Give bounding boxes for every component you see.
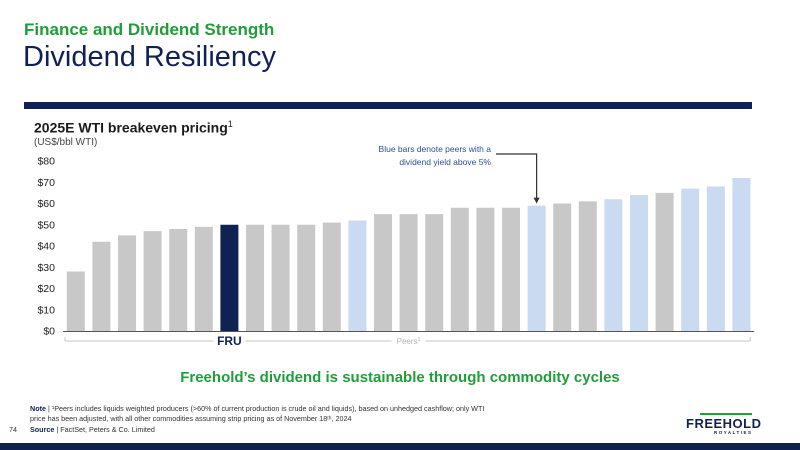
peer-bar [246, 224, 264, 331]
peer-bar [118, 235, 136, 331]
annotation-leader-line [496, 153, 538, 200]
peer-bar [169, 229, 188, 331]
footer-bar [0, 443, 800, 450]
chart-title-text: 2025E WTI breakeven pricing [34, 119, 228, 136]
peer-bar [425, 214, 444, 331]
peer-bar [143, 231, 162, 331]
x-label-peers-footnote: 1 [418, 337, 421, 343]
source-line: Source | FactSet, Peters & Co. Limited [30, 425, 155, 434]
note-label: Note [30, 404, 46, 413]
peer-bar [476, 207, 495, 331]
peer-bar [322, 222, 341, 331]
chart-unit-label: (US$/bbl WTI) [34, 137, 98, 148]
chart-title: 2025E WTI breakeven pricing1 [34, 119, 233, 136]
peer-bar [450, 207, 469, 331]
takeaway-text: Freehold’s dividend is sustainable throu… [180, 369, 620, 386]
logo-accent [700, 413, 752, 415]
annotation-arrowhead [533, 197, 540, 204]
x-label-fru: FRU [217, 334, 242, 348]
note-text: | ¹Peers includes liquids weighted produ… [30, 404, 485, 423]
peer-bar [502, 207, 520, 331]
peer-bar [194, 226, 213, 331]
page-number: 74 [9, 425, 17, 434]
fru-label-background [213, 334, 246, 348]
x-label-peers: Peers1 [397, 337, 421, 346]
y-tick-label: $40 [37, 241, 55, 253]
peer-bar [655, 192, 674, 331]
company-logo-subtitle: ROYALTIES [714, 430, 753, 435]
footnote: Note | ¹Peers includes liquids weighted … [30, 404, 500, 424]
header-divider [24, 102, 752, 109]
page-title: Dividend Resiliency [23, 41, 277, 73]
peer-bar [630, 195, 648, 331]
chart-title-footnote: 1 [227, 119, 233, 129]
section-kicker: Finance and Dividend Strength [24, 20, 275, 39]
peer-bar [578, 201, 597, 331]
peer-bar [399, 214, 418, 331]
annotation-line-1: Blue bars denote peers with a [379, 144, 492, 154]
annotation-line-2: dividend yield above 5% [399, 157, 491, 167]
y-tick-label: $70 [37, 177, 55, 189]
y-tick-label: $0 [43, 326, 55, 338]
peer-bar [92, 241, 111, 331]
company-logo: FREEHOLD [686, 416, 762, 431]
peer-bar [271, 224, 290, 331]
peer-bar [604, 199, 623, 331]
peer-bar [297, 224, 316, 331]
y-tick-label: $50 [37, 219, 55, 231]
peer-bar [374, 214, 392, 331]
peer-bar [553, 203, 572, 331]
peer-bar [66, 271, 85, 331]
peer-bar [681, 188, 700, 331]
source-text: | FactSet, Peters & Co. Limited [54, 425, 155, 434]
peer-bar [527, 205, 546, 331]
y-tick-label: $60 [37, 198, 55, 210]
peer-bar [348, 220, 367, 331]
fru-bar [220, 224, 239, 331]
peers-label-background [391, 335, 426, 347]
y-tick-label: $10 [37, 304, 55, 316]
peer-bar [706, 186, 725, 331]
peer-bar [732, 178, 751, 331]
y-tick-label: $30 [37, 262, 55, 274]
source-label: Source [30, 425, 55, 434]
y-tick-label: $20 [37, 283, 55, 295]
y-tick-label: $80 [37, 156, 55, 168]
